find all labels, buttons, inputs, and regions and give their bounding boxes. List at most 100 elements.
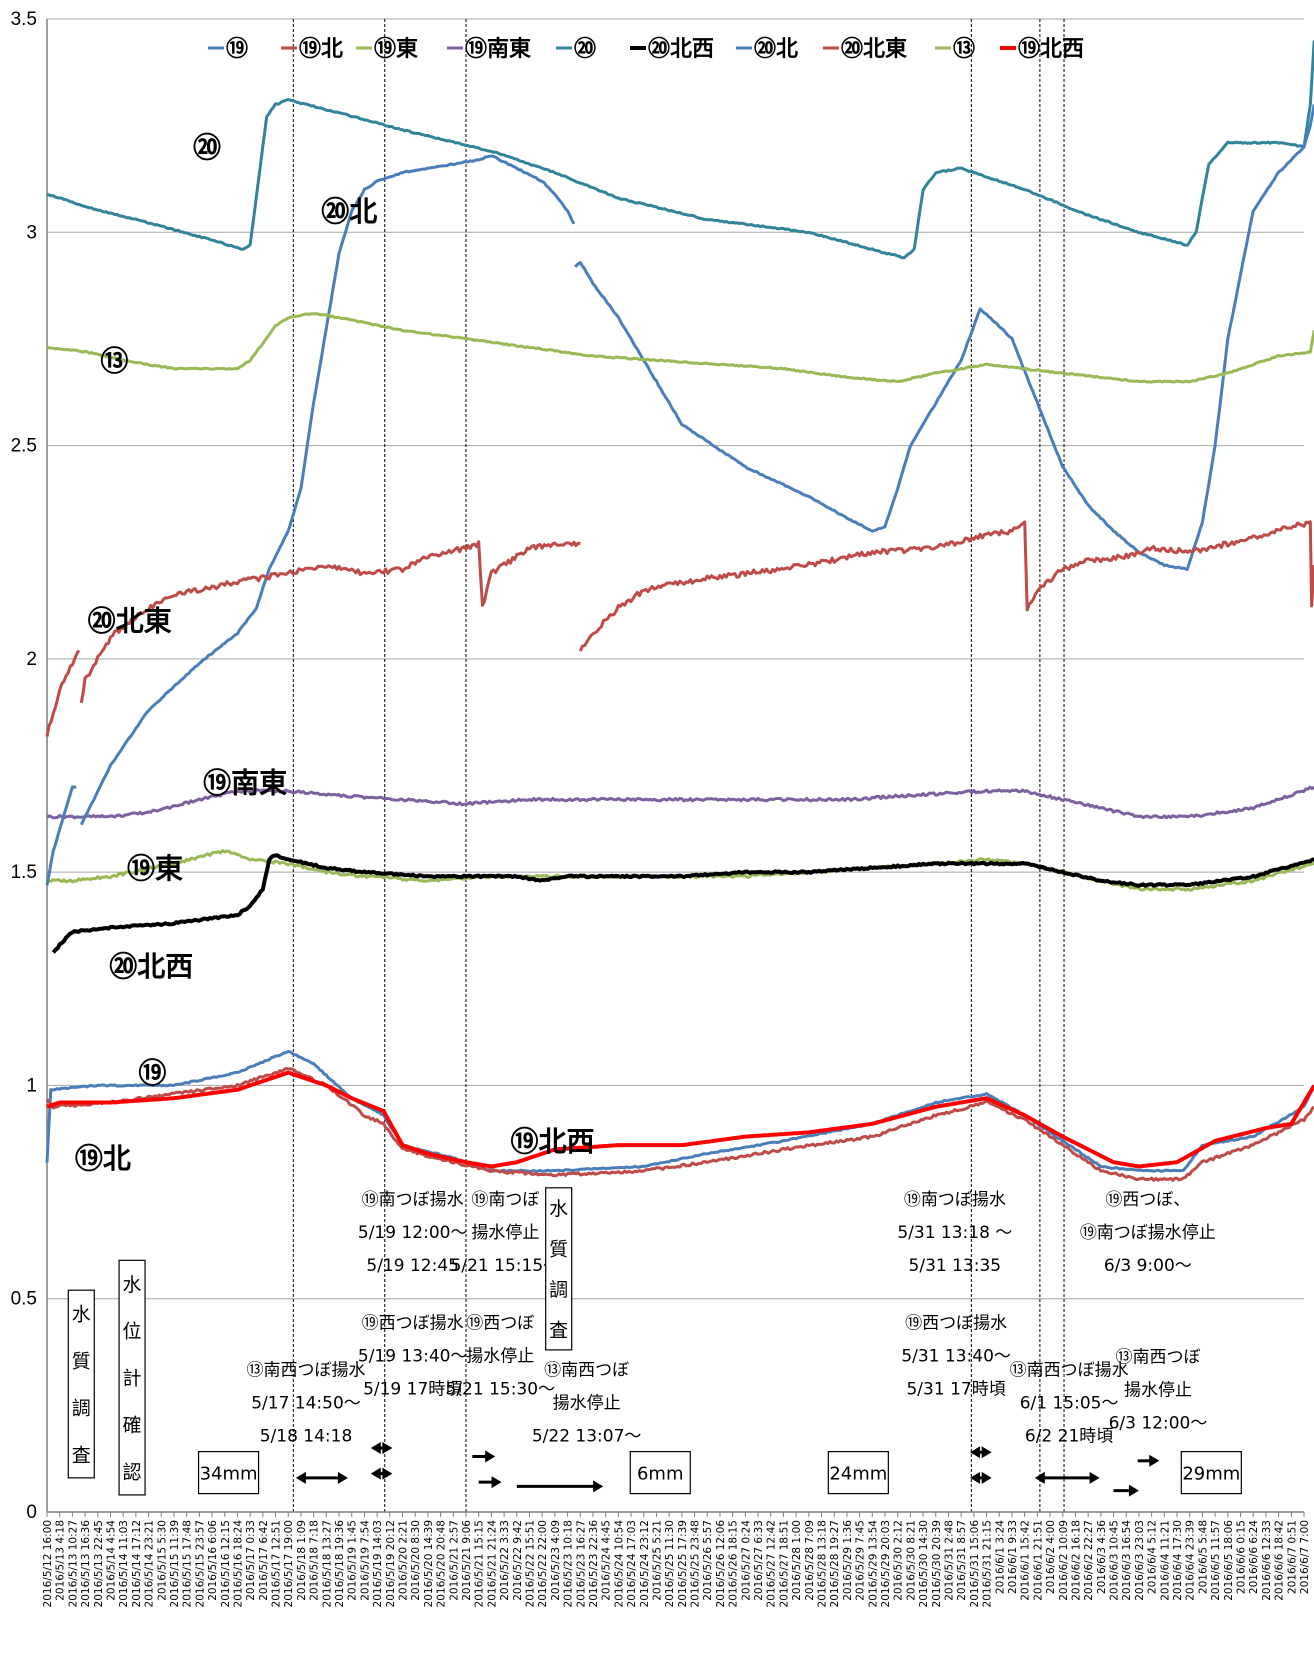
series-label: ⑲北西 — [510, 1125, 594, 1158]
annotation-line: 揚水停止 — [466, 1347, 534, 1367]
annotation-line: 6/1 15:05～ — [1020, 1393, 1119, 1413]
x-tick-label: 2016/5/14 17:12 — [131, 1520, 143, 1607]
x-tick-label: 2016/5/18 7:18 — [309, 1520, 321, 1601]
legend: ⑲ ⑲北 ⑲東 ⑲南東 ⑳ ⑳北西 ⑳北 ⑳北東 ⑬ ⑲北西 — [208, 36, 1084, 62]
arrow-head — [370, 1442, 381, 1455]
x-tick-label: 2016/5/27 12:42 — [766, 1520, 778, 1607]
annotation-line: ⑲西つぼ — [466, 1314, 534, 1334]
x-tick-label: 2016/5/31 15:06 — [969, 1520, 981, 1608]
note-box-char: 調 — [549, 1279, 568, 1301]
period-arrow — [370, 1442, 393, 1455]
rain-box — [827, 1451, 889, 1495]
x-tick-label: 2016/5/29 1:36 — [842, 1520, 854, 1601]
x-tick-label: 2016/5/16 18:24 — [232, 1520, 244, 1608]
rain-label: 24mm — [829, 1464, 887, 1485]
period-arrow — [478, 1476, 502, 1489]
x-tick-label: 2016/5/24 4:45 — [601, 1520, 613, 1601]
x-tick-label: 2016/5/23 4:09 — [550, 1520, 562, 1601]
legend-entry: ⑲東 — [374, 36, 418, 62]
period-arrows — [295, 1442, 1160, 1497]
annotation-line: ⑬南西つぼ揚水 — [1010, 1360, 1129, 1380]
x-tick-label: 2016/6/5 11:57 — [1210, 1520, 1222, 1601]
series-line — [79, 154, 576, 826]
x-tick-label: 2016/5/23 10:18 — [563, 1520, 575, 1607]
x-tick-label: 2016/5/17 0:33 — [245, 1520, 257, 1601]
x-tick-label: 2016/5/18 19:36 — [334, 1520, 346, 1608]
rain-box — [1180, 1451, 1242, 1495]
x-tick-label: 2016/5/13 4:18 — [55, 1520, 67, 1601]
x-tick-label: 2016/5/28 13:18 — [817, 1520, 829, 1607]
annotation-line: ⑲南つぼ — [471, 1190, 539, 1210]
series-labels: ⑳ ⑳北 ⑬ ⑳北東 ⑲南東 ⑲東 ⑳北西 ⑲ ⑲北 ⑲北西 — [75, 131, 595, 1175]
note-box-char: 水 — [72, 1304, 91, 1326]
annotation-line: 揚水停止 — [1124, 1381, 1192, 1401]
x-tick-labels: 2016/5/12 16:00 2016/5/13 4:18 2016/5/13 1… — [42, 1512, 1311, 1607]
x-tick-label: 2016/5/20 14:39 — [423, 1520, 435, 1607]
x-tick-label: 2016/5/19 1:45 — [347, 1520, 359, 1601]
series-label: ⑳ — [193, 131, 221, 164]
x-tick-label: 2016/5/15 23:57 — [194, 1520, 206, 1607]
series-line — [574, 104, 1314, 571]
rain-label: 29mm — [1182, 1464, 1240, 1485]
x-tick-label: 2016/5/14 4:54 — [105, 1520, 117, 1601]
x-tick-label: 2016/6/4 5:12 — [1147, 1520, 1159, 1594]
y-tick-label: 3 — [26, 222, 37, 243]
x-tick-label: 2016/5/30 20:39 — [931, 1520, 943, 1607]
note-box-char: 計 — [123, 1368, 142, 1390]
x-tick-label: 2016/6/7 7:00 — [1299, 1520, 1311, 1594]
series-label: ⑳北西 — [109, 950, 193, 983]
x-tick-label: 2016/5/30 2:12 — [893, 1520, 905, 1601]
x-tick-label: 2016/5/29 7:45 — [855, 1520, 867, 1601]
x-tick-label: 2016/6/2 10:09 — [1058, 1520, 1070, 1601]
period-arrow — [295, 1471, 348, 1484]
annotation-line: 5/31 13:40～ — [901, 1347, 1011, 1367]
annotation-line: 6/3 12:00～ — [1109, 1414, 1208, 1434]
arrow-head — [485, 1450, 496, 1463]
x-tick-label: 2016/5/27 18:51 — [778, 1520, 790, 1607]
x-tick-label: 2016/5/24 17:03 — [626, 1520, 638, 1607]
x-tick-label: 2016/6/1 15:42 — [1020, 1520, 1032, 1601]
x-tick-label: 2016/5/23 22:36 — [588, 1520, 600, 1608]
x-tick-label: 2016/5/20 8:30 — [410, 1520, 422, 1601]
note-box-char: 認 — [123, 1461, 142, 1483]
x-tick-label: 2016/5/19 20:12 — [385, 1520, 397, 1607]
x-tick-label: 2016/5/28 1:00 — [791, 1520, 803, 1601]
x-tick-label: 2016/5/31 21:15 — [982, 1520, 994, 1607]
series-label: ⑲ — [138, 1057, 166, 1090]
arrow-head — [370, 1467, 381, 1480]
annotation-line: 5/31 13:18 ～ — [897, 1223, 1012, 1243]
x-tick-label: 2016/5/20 20:48 — [436, 1520, 448, 1607]
period-arrow — [1034, 1471, 1100, 1484]
x-tick-label: 2016/6/1 3:24 — [994, 1520, 1006, 1594]
x-tick-label: 2016/6/2 16:18 — [1070, 1520, 1082, 1601]
arrow-head — [1034, 1471, 1045, 1484]
x-tick-label: 2016/6/3 23:03 — [1134, 1520, 1146, 1601]
annotation-line: ⑬南西つぼ — [544, 1360, 629, 1380]
annotation-line: 5/22 13:07～ — [532, 1426, 642, 1446]
arrow-head — [593, 1480, 604, 1493]
x-tick-label: 2016/5/28 19:27 — [829, 1520, 841, 1607]
x-tick-label: 2016/6/6 12:33 — [1261, 1520, 1273, 1601]
x-tick-label: 2016/6/6 6:24 — [1248, 1520, 1260, 1594]
annotation: ⑲西つぼ揚水 5/31 13:40～ 5/31 17時頃 — [901, 1314, 1011, 1400]
x-tick-label: 2016/5/26 5:57 — [702, 1520, 714, 1601]
note-box-char: 査 — [72, 1444, 91, 1466]
annotation-line: 揚水停止 — [553, 1393, 621, 1413]
x-tick-label: 2016/5/22 22:00 — [537, 1520, 549, 1607]
note-box-char: 質 — [549, 1239, 568, 1261]
annotation-line: 5/31 17時頃 — [906, 1380, 1005, 1400]
y-tick-labels: 0 0.5 1 1.5 2 2.5 3 3.5 — [11, 9, 37, 1523]
arrow-head — [295, 1471, 306, 1484]
annotation: ⑬南西つぼ揚水 5/17 14:50～ 5/18 14:18 — [247, 1360, 366, 1446]
x-tick-label: 2016/5/22 9:42 — [512, 1520, 524, 1601]
legend-entry: ⑳ — [574, 36, 596, 62]
x-tick-label: 2016/5/17 12:51 — [271, 1520, 283, 1607]
annotation-line: 5/19 12:00～ — [358, 1223, 468, 1243]
note-box-char: 水 — [549, 1198, 568, 1220]
rainfall-boxes: 34mm 6mm 24mm 29mm — [197, 1451, 1242, 1495]
x-tick-label: 2016/5/16 12:15 — [220, 1520, 232, 1607]
arrow-head — [970, 1446, 981, 1459]
